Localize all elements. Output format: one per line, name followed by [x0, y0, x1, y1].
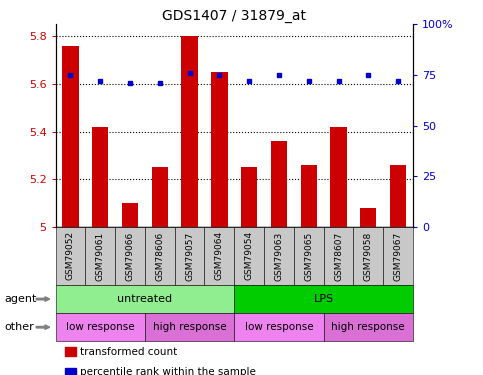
- Text: GSM79057: GSM79057: [185, 231, 194, 280]
- Text: agent: agent: [5, 294, 37, 304]
- Bar: [122, 203, 138, 227]
- Text: low response: low response: [66, 322, 135, 332]
- Text: untreated: untreated: [117, 294, 172, 304]
- Text: GSM79052: GSM79052: [66, 231, 75, 280]
- Text: GSM79054: GSM79054: [245, 231, 254, 280]
- Bar: [152, 167, 168, 227]
- Text: LPS: LPS: [313, 294, 334, 304]
- Text: transformed count: transformed count: [80, 347, 177, 357]
- Text: high response: high response: [153, 322, 227, 332]
- Text: low response: low response: [244, 322, 313, 332]
- Text: GSM79066: GSM79066: [126, 231, 134, 280]
- Text: GSM79067: GSM79067: [394, 231, 402, 280]
- Bar: [211, 72, 227, 227]
- Bar: [92, 127, 108, 227]
- Text: GSM79065: GSM79065: [304, 231, 313, 280]
- Title: GDS1407 / 31879_at: GDS1407 / 31879_at: [162, 9, 306, 23]
- Bar: [182, 36, 198, 227]
- Bar: [241, 167, 257, 227]
- Text: high response: high response: [331, 322, 405, 332]
- Bar: [62, 46, 79, 227]
- Text: GSM79064: GSM79064: [215, 231, 224, 280]
- Text: GSM79061: GSM79061: [96, 231, 105, 280]
- Text: GSM78607: GSM78607: [334, 231, 343, 280]
- Text: GSM79063: GSM79063: [274, 231, 284, 280]
- Text: GSM79058: GSM79058: [364, 231, 373, 280]
- Bar: [360, 208, 376, 227]
- Text: percentile rank within the sample: percentile rank within the sample: [80, 368, 256, 375]
- Text: other: other: [5, 322, 35, 332]
- Bar: [300, 165, 317, 227]
- Text: GSM78606: GSM78606: [156, 231, 164, 280]
- Bar: [330, 127, 347, 227]
- Bar: [390, 165, 406, 227]
- Bar: [271, 141, 287, 227]
